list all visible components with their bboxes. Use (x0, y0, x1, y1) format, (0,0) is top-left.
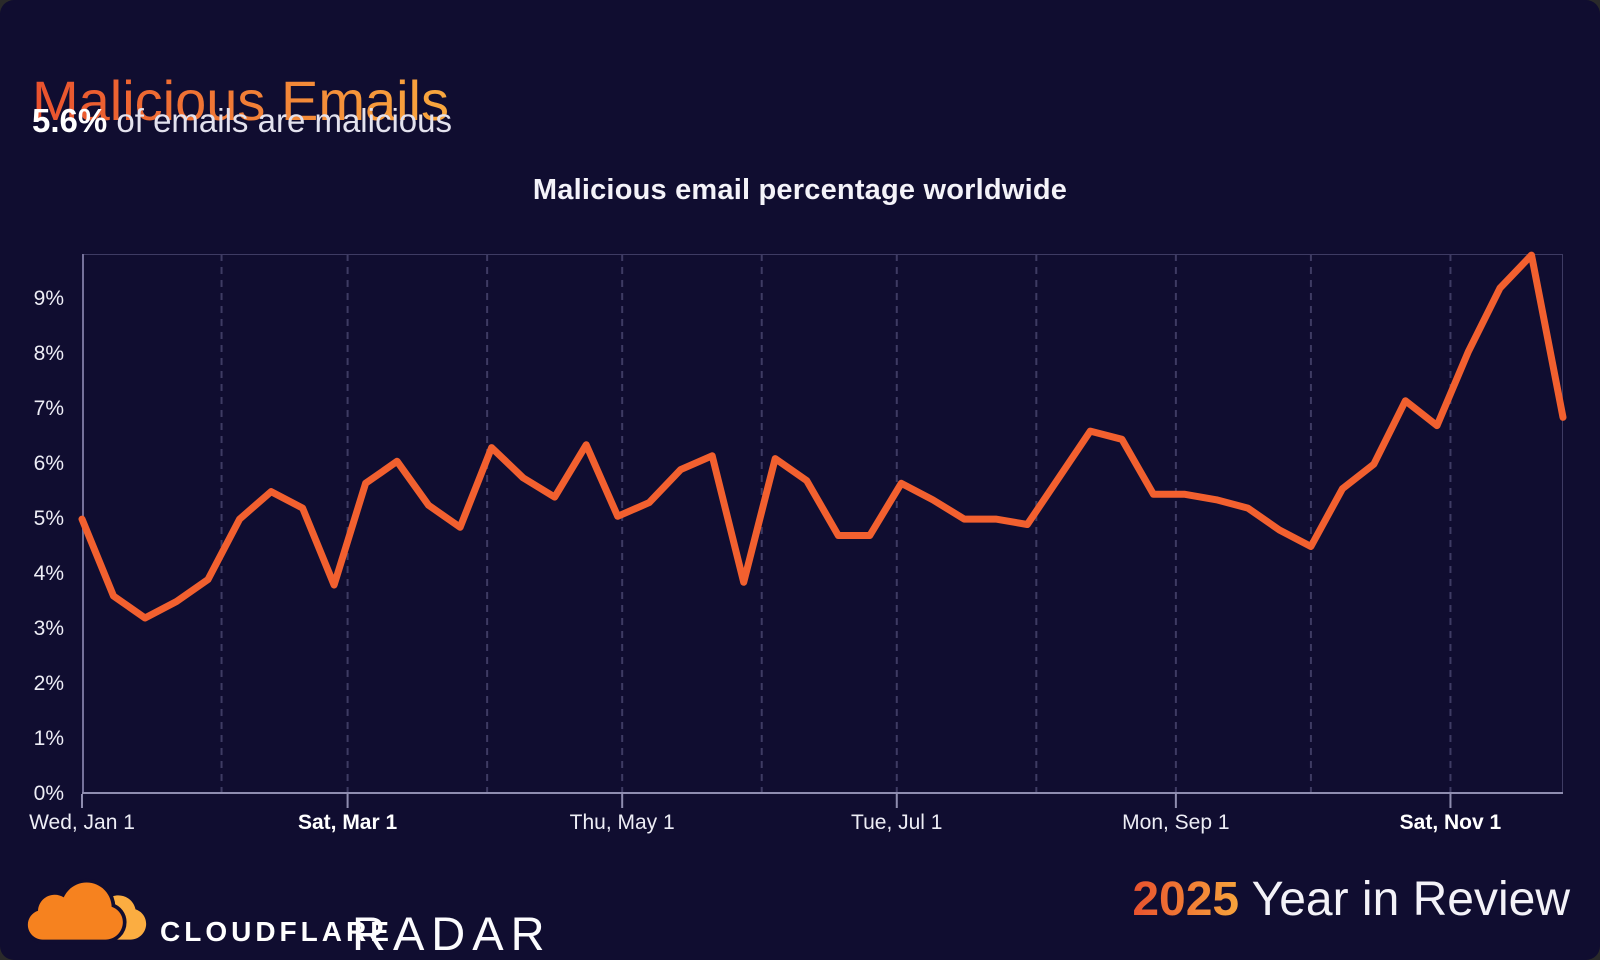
tagline-label: Year in Review (1239, 873, 1570, 926)
y-axis-tick-label: 5% (33, 507, 64, 531)
y-axis-tick-label: 6% (33, 452, 64, 476)
y-axis-tick-label: 0% (33, 782, 64, 805)
y-axis-tick-label: 7% (33, 397, 64, 421)
y-axis-tick-label: 3% (33, 617, 64, 641)
y-axis-tick-label: 4% (33, 562, 64, 586)
year-in-review-label: 2025 Year in Review (1132, 872, 1570, 927)
brand-wordmark: CLOUDFLARE (160, 916, 393, 947)
x-axis-tick-label: Thu, May 1 (569, 811, 675, 834)
y-axis-tick-label: 9% (33, 287, 64, 311)
data-line-series (78, 251, 1567, 622)
chart-title: Malicious email percentage worldwide (532, 174, 1068, 206)
y-axis-tick-label: 1% (33, 727, 64, 750)
x-axis-tick-label: Mon, Sep 1 (1122, 811, 1230, 834)
page-subtitle: 5.6% of emails are malicious (32, 102, 452, 140)
x-axis-tick-label: Wed, Jan 1 (29, 811, 135, 834)
line-chart-plot (78, 251, 1567, 808)
x-axis-tick-label: Sat, Mar 1 (297, 811, 398, 834)
stat-value: 5.6% (32, 102, 108, 139)
product-wordmark: RADAR (352, 907, 552, 960)
year-label: 2025 (1132, 873, 1240, 926)
y-axis-tick-label: 2% (33, 672, 64, 696)
stat-text: of emails are malicious (107, 102, 453, 139)
x-axis-tick-label: Sat, Nov 1 (1399, 811, 1502, 834)
x-axis-tick-label: Tue, Jul 1 (851, 811, 943, 834)
y-axis-tick-label: 8% (33, 342, 64, 366)
page-title: Malicious Emails (32, 68, 449, 132)
cloudflare-logo-icon (26, 878, 147, 944)
